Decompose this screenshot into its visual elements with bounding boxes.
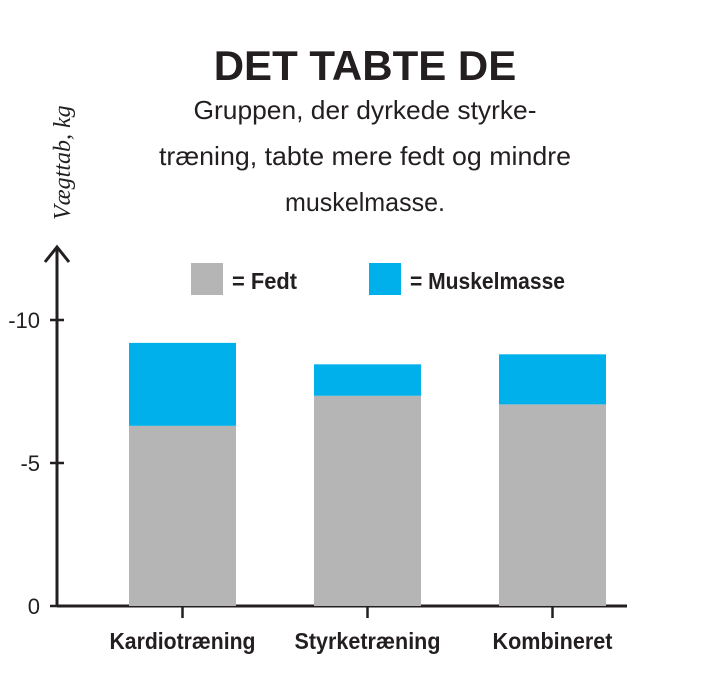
bar-segment (129, 342, 236, 426)
legend-swatch (369, 263, 401, 295)
chart-subtitle-line: træning, tabte mere fedt og mindre (159, 141, 571, 171)
chart-subtitle-line: muskelmasse. (285, 187, 445, 217)
legend-label: = Fedt (232, 268, 297, 294)
x-tick-label: Kardiotræning (110, 628, 256, 654)
legend-swatch (191, 263, 223, 295)
y-tick-label: 0 (28, 594, 40, 619)
chart-subtitle-line: Gruppen, der dyrkede styrke- (194, 95, 537, 125)
x-tick-label: Kombineret (493, 628, 613, 654)
y-axis-label: Vægttab, kg (50, 105, 76, 220)
bar-segment (499, 404, 606, 606)
bar-segment (314, 364, 421, 396)
y-axis-arrow (43, 244, 71, 263)
legend-label: = Muskelmasse (410, 268, 565, 294)
y-tick-label: -10 (8, 308, 40, 333)
chart-title: DET TABTE DE (214, 42, 517, 89)
y-tick-label: -5 (20, 451, 40, 476)
bar-segment (129, 425, 236, 606)
bar-segment (499, 354, 606, 405)
bar-segment (314, 395, 421, 606)
x-tick-label: Styrketræning (295, 628, 441, 654)
